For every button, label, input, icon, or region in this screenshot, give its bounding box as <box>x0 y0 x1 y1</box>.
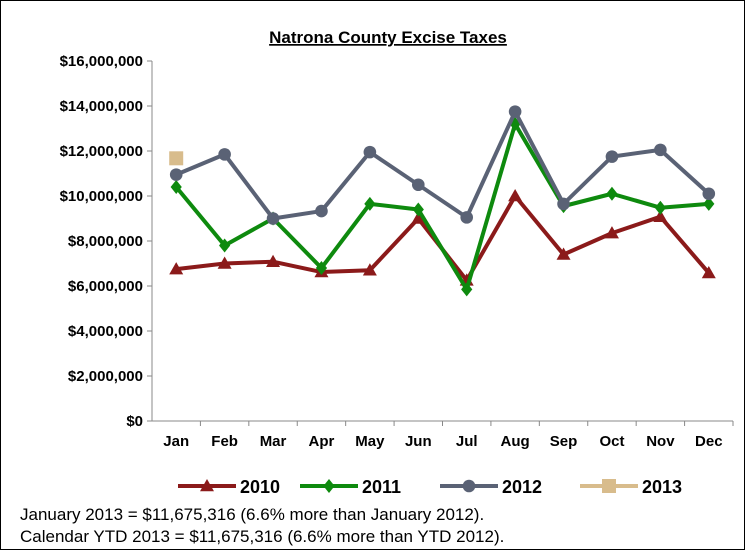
point-2012 <box>169 168 183 181</box>
x-tick-label: Sep <box>550 433 578 450</box>
point-2011 <box>170 180 182 194</box>
x-tick-label: Apr <box>309 433 335 450</box>
axes: $0 $2,000,000 $4,000,000 $6,000,000 $8,000,0… <box>60 53 734 450</box>
series-layer <box>169 105 716 297</box>
chart-title: Natrona County Excise Taxes <box>269 28 507 47</box>
legend-label-2011: 2011 <box>362 477 401 497</box>
y-tick-label: $0 <box>126 413 143 430</box>
y-tick-label: $14,000,000 <box>60 98 143 115</box>
note-january: January 2013 = $11,675,316 (6.6% more th… <box>20 505 485 524</box>
series-2012 <box>169 105 716 225</box>
point-2012 <box>654 143 667 157</box>
point-2012 <box>363 145 377 159</box>
point-2010 <box>411 211 426 224</box>
point-2011 <box>315 261 328 275</box>
note-ytd: Calendar YTD 2013 = $11,675,316 (6.6% mo… <box>20 527 505 546</box>
series-2010 <box>169 189 716 286</box>
legend-marker-2013 <box>602 479 616 493</box>
y-tick-label: $10,000,000 <box>60 188 143 205</box>
legend-marker-2011 <box>323 479 335 493</box>
point-2010 <box>362 263 377 276</box>
y-tick-label: $6,000,000 <box>68 278 143 295</box>
y-tick-label: $2,000,000 <box>68 368 143 385</box>
legend-label-2013: 2013 <box>642 477 682 497</box>
point-2011 <box>364 196 376 211</box>
x-tick-label: May <box>355 433 385 450</box>
x-tick-label: Aug <box>501 433 530 450</box>
point-2010 <box>653 209 668 222</box>
x-tick-label: Dec <box>695 433 723 450</box>
point-2011 <box>412 202 424 217</box>
y-tick-label: $12,000,000 <box>60 143 143 160</box>
point-2012 <box>557 197 570 211</box>
point-2011 <box>606 186 618 201</box>
legend-marker-2010 <box>200 479 214 492</box>
x-tick-label: Mar <box>260 433 287 450</box>
legend: 2010 2011 2012 2013 <box>178 477 682 497</box>
point-2010 <box>508 189 523 202</box>
legend-label-2010: 2010 <box>240 477 280 497</box>
point-2010 <box>604 226 619 239</box>
point-2010 <box>556 247 571 260</box>
point-2012 <box>702 187 716 201</box>
x-tick-label: Jan <box>163 433 189 450</box>
series-line-2011 <box>174 122 709 292</box>
point-2010 <box>266 254 281 267</box>
x-tick-label: Feb <box>211 433 238 450</box>
legend-label-2012: 2012 <box>502 477 542 497</box>
x-tick-label: Jul <box>456 433 478 450</box>
point-2013 <box>169 151 184 166</box>
point-2012 <box>605 150 619 163</box>
point-2012 <box>460 211 474 224</box>
y-tick-label: $16,000,000 <box>60 53 143 70</box>
point-2011 <box>654 200 666 215</box>
y-tick-label: $4,000,000 <box>68 323 143 340</box>
point-2012 <box>218 148 231 161</box>
x-tick-label: Oct <box>599 433 624 450</box>
point-2011 <box>703 196 715 211</box>
x-tick-label: Nov <box>646 433 675 450</box>
point-2010 <box>169 262 184 275</box>
point-2012 <box>266 212 280 225</box>
series-line-2010 <box>175 194 711 283</box>
point-2011 <box>219 238 231 253</box>
series-2013 <box>169 151 184 166</box>
series-line-2012 <box>175 109 711 221</box>
y-tick-label: $8,000,000 <box>68 233 143 250</box>
point-2012 <box>508 105 522 118</box>
legend-marker-2012 <box>462 479 476 493</box>
point-2011 <box>461 282 473 297</box>
point-2010 <box>701 265 716 279</box>
point-2012 <box>315 204 328 218</box>
series-2011 <box>170 117 715 297</box>
x-tick-label: Jun <box>405 433 432 450</box>
point-2012 <box>411 178 425 192</box>
point-2010 <box>217 256 232 269</box>
